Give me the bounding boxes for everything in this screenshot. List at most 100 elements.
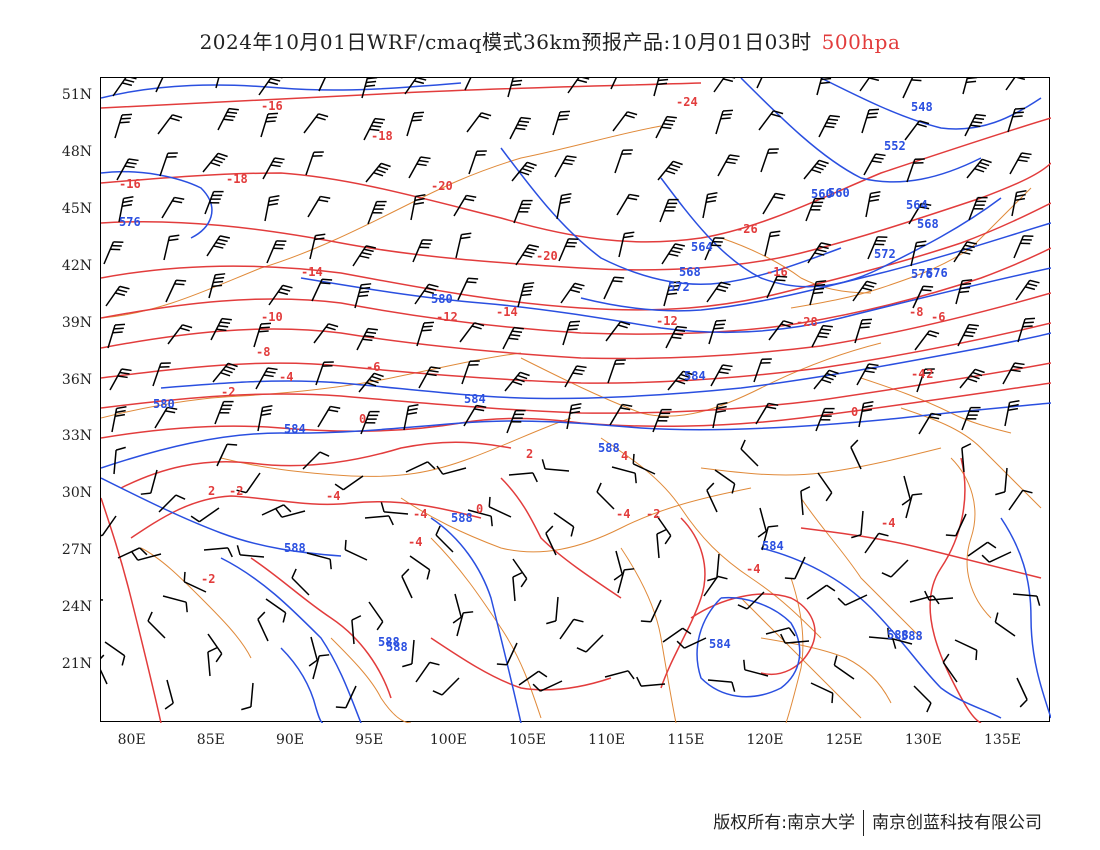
wind-barb [363, 117, 385, 141]
wind-barb [1008, 489, 1033, 511]
wind-barb [511, 161, 537, 182]
wind-barb [784, 556, 806, 580]
wind-barb [665, 325, 687, 349]
wind-barb [311, 278, 333, 302]
weather-map: -16 -18 -16 -18 -20 -24 -26 -28 -20 -14 -16 -12 -10-… [100, 77, 1051, 723]
wind-barbs [101, 78, 1041, 713]
temperature-label: -4 [911, 367, 925, 381]
wind-barb [887, 627, 913, 645]
wind-barb [258, 78, 283, 96]
wind-barb [806, 584, 836, 600]
lat-label: 36N [61, 371, 92, 388]
wind-barb [556, 193, 572, 220]
wind-barb [604, 670, 635, 680]
wind-barb [954, 639, 978, 661]
wind-barb [161, 196, 185, 219]
height-label: 572 [668, 280, 690, 294]
wind-barb [837, 594, 868, 606]
wind-barb [702, 192, 718, 219]
lat-label: 39N [61, 314, 92, 331]
wind-barb [1013, 235, 1034, 259]
wind-barb [464, 78, 472, 91]
wind-barb [152, 362, 171, 387]
wind-barb [913, 685, 932, 713]
wind-barb [463, 404, 487, 427]
wind-barb [361, 78, 378, 99]
temperature-label: -20 [536, 249, 558, 263]
wind-barb [117, 547, 148, 559]
wind-barb [436, 465, 467, 475]
wind-barb [818, 114, 840, 138]
wind-barb [780, 633, 810, 644]
wind-barb [104, 641, 126, 666]
wind-barb [712, 402, 728, 429]
lat-label: 30N [61, 485, 92, 502]
wind-barb [611, 466, 637, 484]
height-label: 588 [901, 629, 923, 643]
lon-label: 105E [509, 732, 546, 748]
temperature-label: -26 [736, 222, 758, 236]
wind-barb [864, 532, 889, 554]
lat-label: 24N [61, 599, 92, 616]
wind-barb [317, 405, 341, 428]
wind-barb [809, 280, 827, 306]
wind-barb [953, 241, 978, 263]
lon-label: 90E [275, 732, 305, 748]
wind-barb [863, 153, 886, 176]
height-label: 568 [917, 217, 939, 231]
wind-barb [344, 539, 368, 561]
wind-barb [612, 111, 638, 132]
temperature-label: 0 [359, 412, 366, 426]
temperature-label: -4 [616, 507, 630, 521]
wind-barb [564, 365, 587, 388]
lon-label: 135E [984, 732, 1021, 748]
wind-barb [901, 475, 911, 506]
temperature-label: -2 [919, 367, 933, 381]
wind-barb [214, 400, 234, 425]
height-label: 588 [284, 541, 306, 555]
lon-label: 110E [588, 732, 626, 748]
temperature-label: -14 [496, 305, 518, 319]
wind-barb [452, 593, 462, 624]
wind-barb [558, 238, 579, 262]
temperature-label: -16 [261, 99, 283, 113]
wind-barb [315, 361, 334, 386]
wind-barb [707, 553, 720, 582]
wind-barb [905, 493, 923, 519]
wind-barb [303, 113, 329, 134]
wind-barb [103, 241, 124, 265]
wind-barb [401, 568, 413, 599]
wind-barb [740, 439, 759, 467]
wind-barb [717, 154, 740, 177]
wind-barb [737, 591, 765, 610]
wind-barb [961, 443, 972, 473]
wind-barb [291, 568, 310, 596]
wind-barb [707, 679, 736, 692]
height-label: 588 [598, 441, 620, 455]
wind-barb [967, 541, 997, 557]
wind-barb [656, 529, 667, 559]
height-label: 584 [709, 637, 731, 651]
wind-barb [164, 679, 174, 710]
temperature-label: -4 [746, 562, 760, 576]
lon-label: 125E [825, 732, 863, 748]
wind-barb [368, 601, 384, 631]
wind-barb [163, 234, 180, 261]
wind-barb [112, 78, 137, 97]
lon-label: 130E [904, 732, 942, 748]
wind-barb [502, 326, 524, 350]
height-label: 588 [386, 640, 408, 654]
wind-barb [306, 552, 332, 570]
temperature-label: -4 [326, 489, 340, 503]
height-label: 576 [911, 267, 933, 281]
wind-barb [833, 655, 855, 680]
wind-barb [415, 661, 440, 683]
wind-barb [101, 654, 108, 685]
temperature-labels: -16-18-16 -18 -20-24-26-28-20-14 -16-12-10-… [119, 95, 945, 586]
wind-barb [264, 195, 280, 222]
wind-barb [710, 364, 733, 387]
wind-barb [183, 571, 207, 593]
wind-barb [512, 572, 523, 602]
wind-barb [236, 545, 265, 558]
temperature-label: -2 [221, 385, 235, 399]
